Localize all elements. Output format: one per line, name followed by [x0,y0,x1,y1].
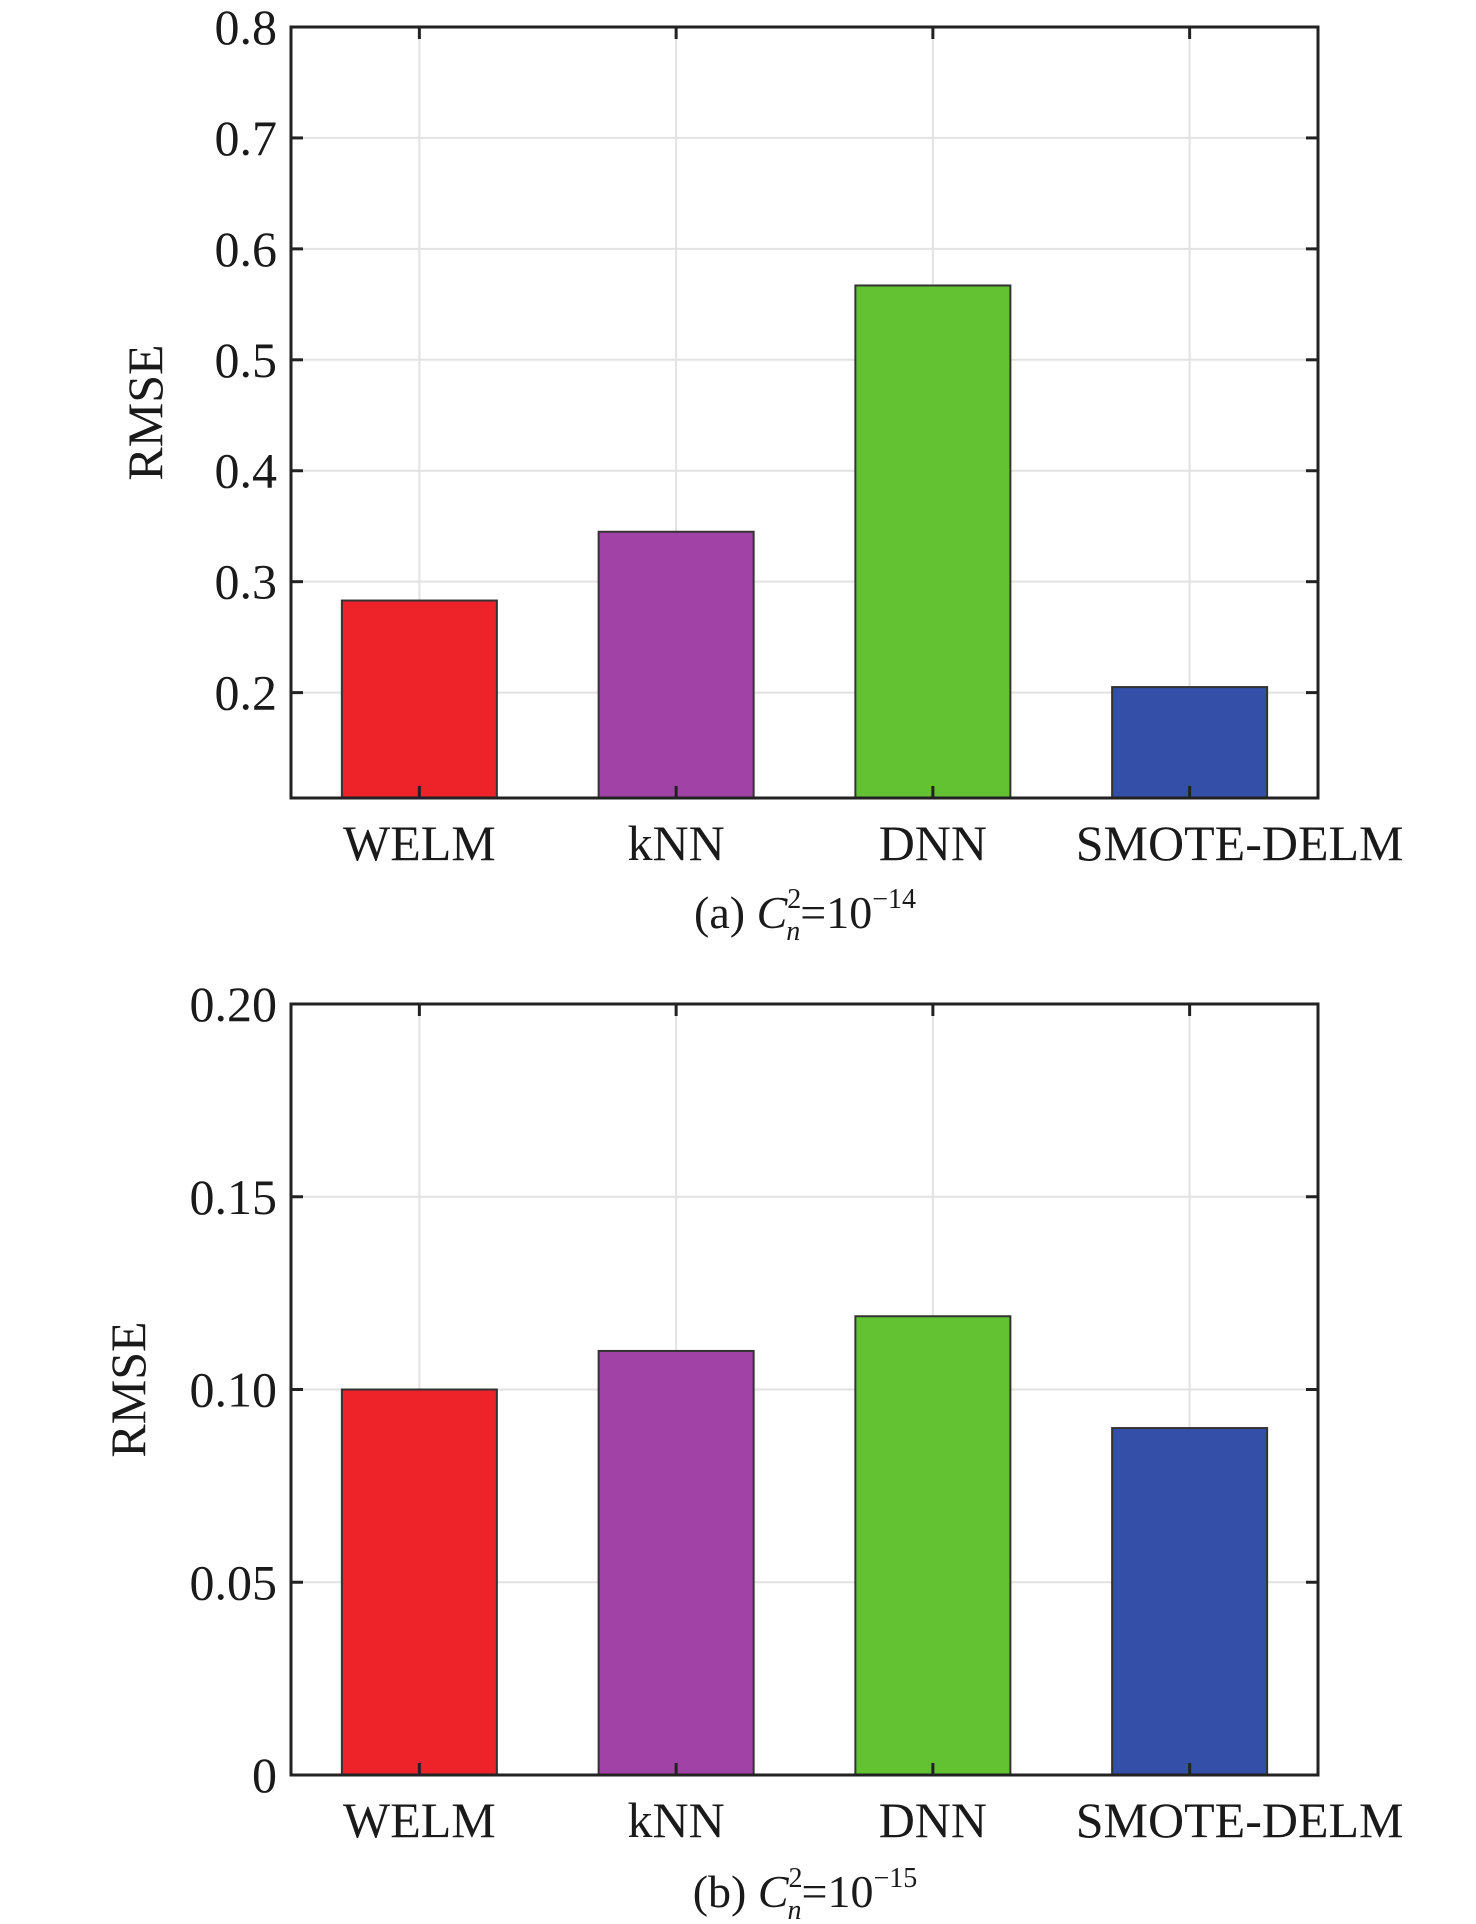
bar-dnn [854,284,1012,799]
x-tick-label: SMOTE-DELM [1076,815,1404,871]
y-tick-label: 0.10 [190,1362,278,1418]
y-tick-label: 0.15 [190,1169,278,1225]
bar-knn [597,530,755,799]
x-tick-label: WELM [343,815,496,871]
y-tick-label: 0.2 [215,665,278,721]
y-axis-label: RMSE [117,344,173,480]
panel-caption: (a) C2 n=10−14 [694,884,916,947]
y-tick-label: 0.6 [215,221,278,277]
x-tick-label: SMOTE-DELM [1076,1792,1404,1848]
bar-dnn [854,1315,1012,1776]
x-tick-label: kNN [628,1792,725,1848]
y-tick-label: 0.4 [215,443,278,499]
y-tick-label: 0.05 [190,1554,278,1610]
chart-panel-a: 0.2 0.3 0.4 0.5 0.6 0.7 0.8 WELM kNN DNN SMOTE-DEL… [117,0,1404,947]
x-tick-label: DNN [879,1792,987,1848]
bar-smote-delm [1111,1427,1269,1777]
x-tick-label: DNN [879,815,987,871]
panel-caption: (b) C2 n=10−15 [693,1863,918,1924]
y-tick-label: 0.20 [190,976,278,1032]
y-tick-label: 0.8 [215,0,278,55]
y-tick-label: 0.5 [215,332,278,388]
bar-knn [597,1349,755,1776]
x-tick-label: WELM [343,1792,496,1848]
y-tick-label: 0 [252,1747,277,1803]
x-tick-label: kNN [628,815,725,871]
bar-welm [340,599,498,800]
y-tick-label: 0.7 [215,110,278,166]
bar-smote-delm [1111,686,1269,800]
bar-welm [340,1388,498,1776]
chart-panel-b: 0 0.05 0.10 0.15 0.20 WELM kNN DNN SMOTE-DELM RMS… [100,976,1404,1924]
y-axis-label: RMSE [100,1321,156,1457]
plot-frame [289,25,1320,800]
y-tick-label: 0.3 [215,554,278,610]
